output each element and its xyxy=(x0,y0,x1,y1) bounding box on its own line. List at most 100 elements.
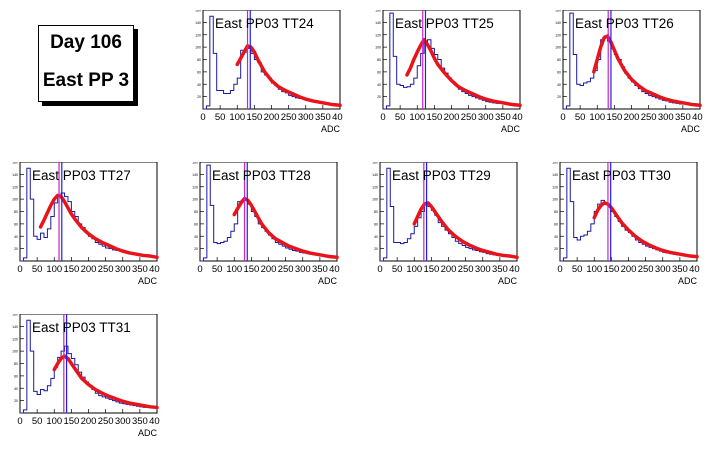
y-tick-label: 80 xyxy=(194,210,198,214)
x-tick-label: 100 xyxy=(589,112,605,123)
x-tick-label: 250 xyxy=(458,264,474,275)
y-tick-label: 140 xyxy=(552,173,558,177)
x-tick-label: 50 xyxy=(572,264,583,275)
x-tick-label: 300 xyxy=(115,416,131,427)
fit-curve xyxy=(38,193,159,260)
x-tick-label: 200 xyxy=(264,112,280,123)
x-tick-label: 150 xyxy=(603,264,619,275)
panel-title: East PP03 TT31 xyxy=(32,320,131,335)
x-tick-label: 350 xyxy=(132,416,148,427)
x-tick-label: 300 xyxy=(655,264,671,275)
day-label: Day 106 xyxy=(50,32,122,53)
y-tick-label: 60 xyxy=(14,222,18,226)
y-tick-label: 120 xyxy=(195,33,201,37)
y-tick-label: 80 xyxy=(557,58,561,62)
fit-curve xyxy=(235,44,342,108)
x-tick-label: 50 xyxy=(212,264,223,275)
x-tick-label: 400 xyxy=(329,264,340,275)
y-tick-label: 80 xyxy=(554,210,558,214)
y-tick-label: 80 xyxy=(377,58,381,62)
x-tick-label: 300 xyxy=(478,112,494,123)
x-tick-label: 100 xyxy=(406,264,422,275)
plot-frame xyxy=(19,314,158,414)
y-tick-label: 40 xyxy=(557,83,561,87)
y-tick-label: 20 xyxy=(557,95,561,99)
x-tick-label: 300 xyxy=(658,112,674,123)
y-tick-label: 160 xyxy=(12,162,18,165)
x-tick-label: 150 xyxy=(63,264,79,275)
x-tick-label: 100 xyxy=(46,264,62,275)
x-tick-label: 250 xyxy=(281,112,297,123)
y-tick-label: 100 xyxy=(375,46,381,50)
fit-curve xyxy=(405,37,522,108)
x-tick-label: 150 xyxy=(426,112,442,123)
panel-title: East PP03 TT27 xyxy=(32,168,131,183)
y-tick-label: 160 xyxy=(372,162,378,165)
y-tick-label: 20 xyxy=(14,247,18,251)
y-tick-label: 60 xyxy=(374,222,378,226)
label-box-face xyxy=(38,25,134,102)
histogram-panel: 20 40 60 80 100 120 140 160 0 50 100 150 200 250 300 35… xyxy=(360,162,520,297)
x-axis-label: ADC xyxy=(498,276,518,286)
y-tick-label: 20 xyxy=(194,247,198,251)
y-tick-label: 40 xyxy=(14,235,18,239)
x-tick-label: 250 xyxy=(278,264,294,275)
x-tick-label: 0 xyxy=(380,112,385,123)
x-tick-label: 100 xyxy=(586,264,602,275)
x-tick-label: 50 xyxy=(32,416,43,427)
x-tick-label: 50 xyxy=(395,112,406,123)
x-tick-label: 400 xyxy=(509,264,520,275)
x-tick-label: 250 xyxy=(641,112,657,123)
histogram-panel: 20 40 60 80 100 120 140 160 0 50 100 150 200 250 300 35… xyxy=(363,10,523,145)
y-tick-label: 100 xyxy=(12,198,18,202)
x-tick-label: 200 xyxy=(621,264,637,275)
x-tick-label: 100 xyxy=(409,112,425,123)
pp-label: East PP 3 xyxy=(42,70,130,91)
x-tick-label: 300 xyxy=(115,264,131,275)
x-axis-label: ADC xyxy=(138,428,158,438)
x-tick-label: 350 xyxy=(132,264,148,275)
panel-title: East PP03 TT30 xyxy=(572,168,671,183)
y-tick-label: 120 xyxy=(555,33,561,37)
y-tick-label: 20 xyxy=(374,247,378,251)
y-tick-label: 140 xyxy=(372,173,378,177)
panel-title: East PP03 TT25 xyxy=(395,16,494,31)
x-tick-label: 300 xyxy=(475,264,491,275)
y-tick-label: 40 xyxy=(14,387,18,391)
y-tick-label: 40 xyxy=(194,235,198,239)
histogram-panel: 20 40 60 80 100 120 140 160 0 50 100 150 200 250 300 35… xyxy=(180,162,340,297)
panel-title: East PP03 TT24 xyxy=(215,16,314,31)
y-tick-label: 20 xyxy=(14,399,18,403)
y-tick-label: 140 xyxy=(555,21,561,25)
x-axis-label: ADC xyxy=(501,124,521,134)
x-tick-label: 200 xyxy=(441,264,457,275)
x-axis-label: ADC xyxy=(681,124,701,134)
y-tick-label: 160 xyxy=(552,162,558,165)
y-tick-label: 160 xyxy=(12,314,18,317)
x-tick-label: 150 xyxy=(423,264,439,275)
panel-title: East PP03 TT26 xyxy=(575,16,674,31)
x-axis-label: ADC xyxy=(138,276,158,286)
x-tick-label: 100 xyxy=(46,416,62,427)
x-tick-label: 0 xyxy=(17,264,22,275)
y-tick-label: 100 xyxy=(372,198,378,202)
panel-title: East PP03 TT29 xyxy=(392,168,491,183)
y-tick-label: 100 xyxy=(195,46,201,50)
x-tick-label: 200 xyxy=(444,112,460,123)
plot-frame xyxy=(19,162,158,262)
y-tick-label: 100 xyxy=(552,198,558,202)
y-tick-label: 20 xyxy=(197,95,201,99)
x-tick-label: 400 xyxy=(149,416,160,427)
x-tick-label: 150 xyxy=(63,416,79,427)
plot-frame xyxy=(379,162,518,262)
x-tick-label: 400 xyxy=(149,264,160,275)
y-tick-label: 80 xyxy=(197,58,201,62)
x-tick-label: 350 xyxy=(495,112,511,123)
y-tick-label: 120 xyxy=(12,185,18,189)
x-tick-label: 200 xyxy=(81,416,97,427)
x-tick-label: 400 xyxy=(512,112,523,123)
